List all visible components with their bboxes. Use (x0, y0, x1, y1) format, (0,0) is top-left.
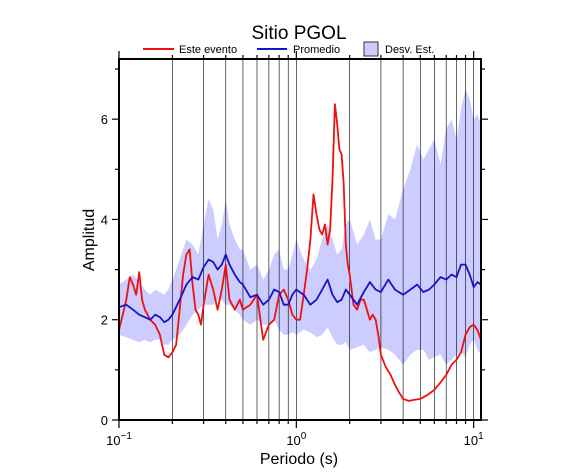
x-tick-label: 10−1 (106, 431, 132, 448)
std-dev-band (119, 89, 481, 365)
grid-lines (172, 59, 474, 420)
x-tick-label: 101 (464, 431, 484, 448)
chart-title: Sitio PGOL (251, 23, 346, 44)
y-tick-label: 0 (101, 413, 108, 428)
plot-frame (118, 58, 482, 421)
x-tick-label: 100 (286, 431, 306, 448)
legend-swatch-desv-est (363, 41, 379, 57)
y-tick-label: 4 (101, 212, 108, 227)
y-tick-label: 6 (101, 112, 108, 127)
legend-label-promedio: Promedio (293, 44, 340, 56)
legend-label-este-evento: Este evento (179, 44, 237, 56)
series-line-este-evento (118, 103, 482, 402)
x-axis-title: Periodo (s) (260, 451, 338, 468)
y-axis-title: Amplitud (81, 209, 98, 271)
legend-label-desv-est: Desv. Est. (385, 44, 434, 56)
axes: 0 2 4 6 10−1 100 101 (101, 51, 488, 448)
legend: Este evento Promedio Desv. Est. (143, 41, 434, 57)
y-tick-label: 2 (101, 313, 108, 328)
plot-area (118, 59, 482, 420)
series-line-promedio (118, 253, 482, 324)
